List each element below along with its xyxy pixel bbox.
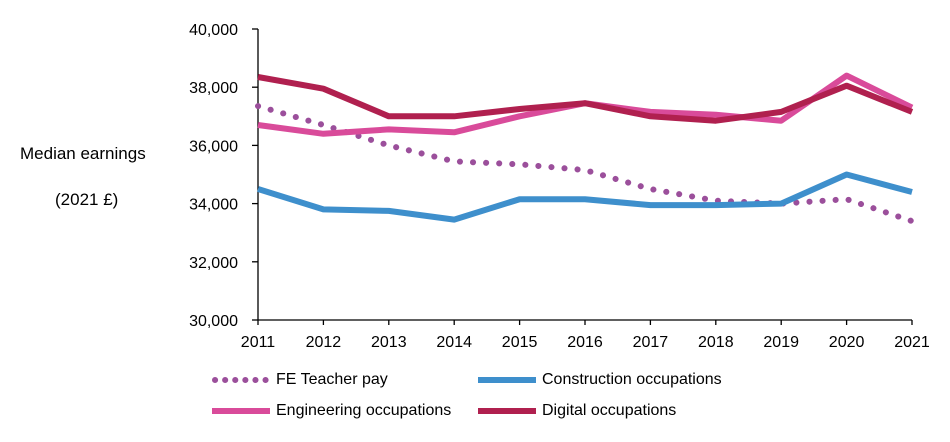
y-tick-label: 38,000 xyxy=(189,80,238,97)
y-tick-label: 30,000 xyxy=(189,313,238,330)
legend-swatch-engineering xyxy=(212,408,270,414)
y-tick-label: 34,000 xyxy=(189,197,238,214)
legend-item-fe-teacher-pay: FE Teacher pay xyxy=(212,371,388,389)
legend-item-engineering: Engineering occupations xyxy=(212,402,451,420)
x-tick-label: 2018 xyxy=(698,334,734,351)
legend-label: FE Teacher pay xyxy=(276,371,388,388)
x-tick-label: 2021 xyxy=(894,334,930,351)
x-tick-label: 2015 xyxy=(502,334,538,351)
series-line-digital-occupations xyxy=(257,74,914,124)
legend-swatch-construction xyxy=(478,377,536,383)
y-tick-label: 32,000 xyxy=(189,255,238,272)
legend-label: Digital occupations xyxy=(542,402,677,419)
legend-label: Construction occupations xyxy=(542,371,722,388)
x-tick-label: 2019 xyxy=(763,334,799,351)
y-axis-label-line2: (2021 £) xyxy=(55,190,119,209)
x-tick-label: 2017 xyxy=(633,334,669,351)
y-tick-labels: 30,000 32,000 34,000 36,000 38,000 40,000 xyxy=(189,22,238,330)
legend-item-construction: Construction occupations xyxy=(478,371,722,389)
legend-label: Engineering occupations xyxy=(276,402,452,419)
y-axis-label-line1: Median earnings xyxy=(20,144,146,163)
x-tick-label: 2016 xyxy=(567,334,603,351)
x-tick-label: 2013 xyxy=(371,334,407,351)
legend-item-digital: Digital occupations xyxy=(478,402,676,420)
x-tick-label: 2012 xyxy=(306,334,342,351)
y-tick-label: 40,000 xyxy=(189,22,238,39)
legend-swatch-fe-teacher-pay xyxy=(212,377,270,383)
x-tick-label: 2020 xyxy=(829,334,865,351)
y-tick-label: 36,000 xyxy=(189,138,238,155)
x-tick-label: 2014 xyxy=(436,334,472,351)
x-tick-label: 2011 xyxy=(241,334,276,351)
x-tick-labels: 2011 2012 2013 2014 2015 2016 2017 2018 2019 2020… xyxy=(241,334,930,351)
series-line-fe-teacher-pay xyxy=(255,103,915,225)
series-line-construction-occupations xyxy=(257,171,913,223)
series-layer xyxy=(255,72,915,225)
chart-axes xyxy=(252,28,913,325)
legend-swatch-digital xyxy=(478,408,536,414)
